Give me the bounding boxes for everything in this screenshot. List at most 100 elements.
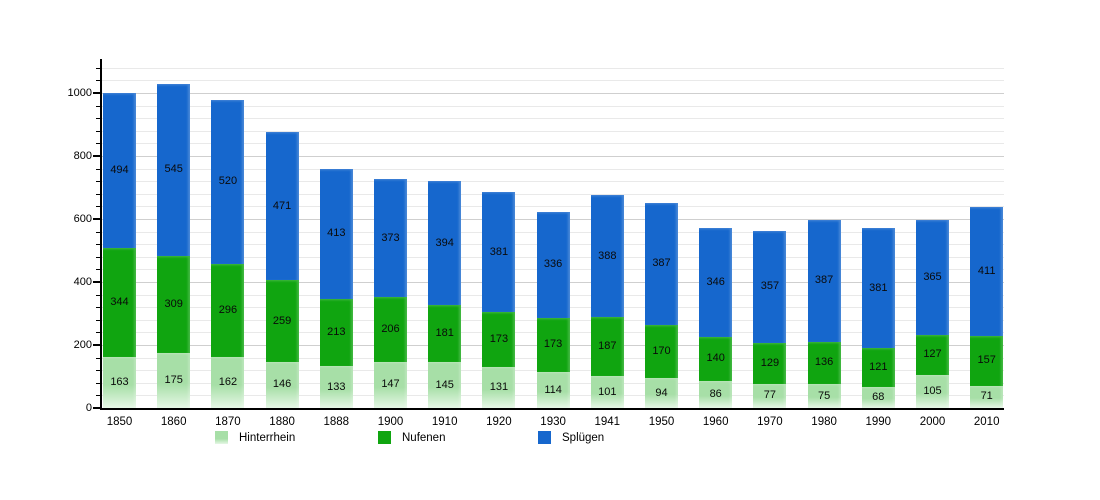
- bar-value-label: 173: [489, 332, 509, 345]
- legend-label-hinterrhein: Hinterrhein: [239, 431, 296, 444]
- bar-segment-splügen: 520: [211, 99, 245, 264]
- bar-value-label: 387: [652, 257, 671, 270]
- y-axis-tick: [96, 206, 100, 208]
- y-axis-tick: [96, 118, 100, 120]
- bar-segment-nufenen: 173: [536, 317, 570, 373]
- y-axis-label: 200: [73, 339, 92, 351]
- x-axis-label: 1960: [702, 416, 729, 428]
- x-axis-label: 1950: [648, 416, 675, 428]
- bar-segment-hinterrhein: 105: [916, 374, 949, 408]
- bar-value-label: 394: [435, 236, 454, 249]
- legend-item-hinterrhein: Hinterrhein: [215, 431, 295, 444]
- y-axis-tick: [96, 382, 100, 384]
- y-axis-tick: [93, 344, 100, 346]
- bar-value-label: 545: [164, 163, 183, 176]
- bar-value-label: 373: [381, 231, 400, 244]
- y-axis-tick: [96, 193, 100, 195]
- x-axis-label: 1990: [865, 416, 892, 428]
- y-axis-tick: [96, 67, 100, 69]
- bar-value-label: 381: [489, 245, 509, 258]
- y-axis-tick: [96, 105, 100, 107]
- bar-value-label: 121: [869, 361, 888, 373]
- plot-area: 0 200 400 600 800 1000 163 344 494 1850 175 309 545 1…: [68, 59, 1004, 428]
- bar-segment-splügen: 387: [807, 219, 841, 342]
- bar-segment-nufenen: 129: [753, 343, 787, 384]
- bar-segment-nufenen: 157: [970, 336, 1004, 386]
- y-axis-tick: [96, 332, 100, 334]
- y-axis-tick: [96, 231, 100, 233]
- bar-value-label: 170: [652, 345, 671, 358]
- y-axis-tick: [93, 92, 100, 94]
- gridline-minor: [102, 105, 1004, 107]
- bar-value-label: 173: [543, 338, 563, 351]
- y-axis-label: 400: [73, 276, 92, 288]
- bar-segment-nufenen: 344: [103, 248, 136, 357]
- bar-segment-nufenen: 170: [645, 324, 678, 379]
- bar-segment-splügen: 471: [265, 132, 299, 281]
- x-axis-label: 1870: [215, 416, 241, 428]
- bar-segment-nufenen: 296: [211, 263, 245, 357]
- bar-segment-nufenen: 213: [319, 299, 353, 367]
- bar-segment-hinterrhein: 77: [753, 383, 787, 408]
- bar-segment-nufenen: 140: [699, 336, 733, 381]
- bar-value-label: 411: [977, 264, 996, 277]
- x-axis-label: 2010: [973, 416, 1000, 428]
- bar-value-label: 259: [272, 314, 292, 327]
- bar-value-label: 471: [272, 199, 292, 212]
- y-axis-tick: [93, 281, 100, 283]
- bar-value-label: 101: [598, 385, 617, 398]
- bar-segment-splügen: 381: [861, 228, 895, 349]
- bar-value-label: 296: [218, 303, 238, 316]
- y-axis-tick: [96, 256, 100, 258]
- bar-segment-hinterrhein: 145: [428, 362, 462, 408]
- y-axis-tick: [93, 155, 100, 157]
- y-axis-tick: [96, 357, 100, 359]
- y-axis-tick: [93, 218, 100, 220]
- gridline-minor: [102, 80, 1004, 82]
- bar-value-label: 187: [598, 340, 617, 353]
- bar-segment-nufenen: 136: [807, 341, 841, 385]
- bar-segment-splügen: 365: [916, 219, 949, 335]
- bar-value-label: 114: [544, 383, 562, 396]
- bar-segment-hinterrhein: 163: [103, 356, 136, 408]
- y-axis-tick: [96, 319, 100, 321]
- x-axis-label: 1850: [106, 416, 133, 428]
- y-axis-tick: [96, 181, 100, 183]
- gridline-major: [102, 93, 1004, 94]
- bar-value-label: 162: [218, 375, 238, 388]
- bar-value-label: 357: [760, 280, 780, 293]
- bar-value-label: 381: [869, 281, 888, 294]
- bar-value-label: 309: [164, 297, 183, 310]
- bar-value-label: 147: [381, 378, 400, 391]
- y-axis-tick: [96, 168, 100, 170]
- bar-value-label: 388: [598, 249, 617, 262]
- bar-value-label: 71: [980, 390, 993, 403]
- bar-value-label: 127: [923, 348, 942, 361]
- bar-value-label: 136: [814, 356, 834, 369]
- bar-value-label: 206: [381, 322, 400, 335]
- gridline-minor: [102, 181, 1004, 183]
- bar-segment-splügen: 357: [753, 230, 787, 344]
- x-axis-label: 1910: [431, 416, 458, 428]
- bar-value-label: 68: [872, 390, 885, 403]
- x-axis-label: 2000: [919, 416, 946, 428]
- gridline-minor: [102, 118, 1004, 120]
- bar-value-label: 387: [814, 274, 834, 287]
- bar-segment-hinterrhein: 75: [807, 384, 841, 408]
- legend-item-spluegen: Splügen: [538, 431, 604, 444]
- bar-segment-splügen: 545: [157, 83, 191, 256]
- bar-segment-splügen: 394: [428, 181, 462, 306]
- bar-value-label: 94: [655, 386, 668, 399]
- bar-value-label: 157: [977, 354, 996, 367]
- bar-segment-hinterrhein: 114: [536, 372, 570, 408]
- y-axis-tick: [96, 294, 100, 296]
- bar-segment-splügen: 346: [699, 227, 733, 337]
- bar-segment-splügen: 494: [103, 92, 136, 249]
- bar-segment-nufenen: 121: [861, 348, 895, 387]
- bar-value-label: 413: [327, 227, 346, 240]
- legend-item-nufenen: Nufenen: [378, 431, 445, 444]
- bar-segment-nufenen: 173: [482, 312, 516, 367]
- bar-segment-hinterrhein: 101: [590, 376, 624, 408]
- bar-segment-hinterrhein: 86: [699, 380, 733, 408]
